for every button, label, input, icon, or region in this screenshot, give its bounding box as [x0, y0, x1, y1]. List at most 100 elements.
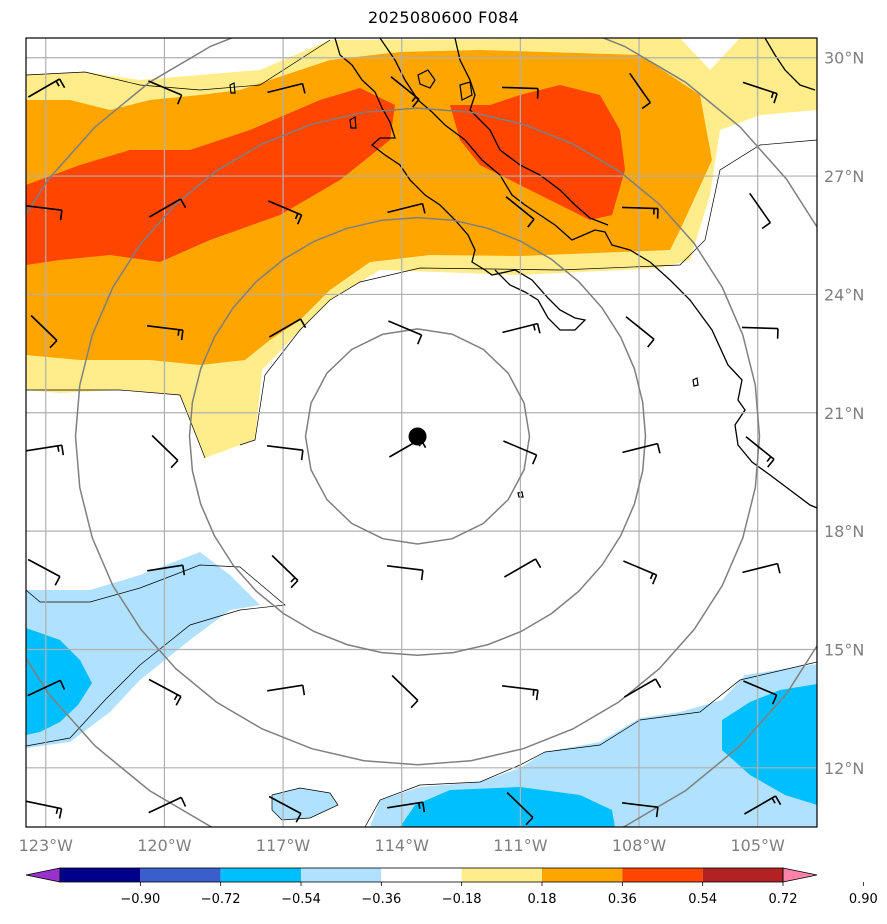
longitude-tick-label: 120°W [137, 836, 192, 855]
wind-barb [502, 322, 541, 334]
wind-barb [742, 81, 778, 104]
wind-barb [745, 436, 775, 468]
colorbar-tick-label: −0.18 [442, 892, 482, 907]
wind-barb [271, 554, 299, 589]
wind-barb [390, 76, 420, 108]
wind-barb [742, 562, 781, 574]
wind-barb [149, 198, 187, 218]
colorbar-box [702, 868, 783, 882]
wind-barb [26, 800, 63, 819]
colorbar-box [461, 868, 542, 882]
range-rings [26, 38, 817, 827]
range-ring [26, 38, 817, 827]
wind-barb [26, 205, 63, 221]
colorbar-tick-label: 0.54 [688, 892, 717, 907]
wind-barb [621, 206, 659, 219]
wind-barb [503, 440, 538, 465]
colorbar-tick-label: −0.72 [201, 892, 241, 907]
wind-barb [27, 558, 61, 586]
plot-area [26, 38, 817, 827]
contour-line [364, 661, 817, 827]
range-ring [74, 107, 761, 766]
wind-barb [622, 442, 661, 454]
wind-barb [501, 86, 539, 99]
wind-barb [387, 565, 424, 581]
island [692, 377, 699, 387]
latitude-tick-label: 21°N [824, 404, 864, 423]
colorbar-tick-label: −0.54 [281, 892, 321, 907]
wind-barb [147, 564, 186, 576]
wind-barb [30, 314, 58, 349]
colorbar-box [60, 868, 141, 882]
field-neg-0.18-small [272, 788, 338, 820]
wind-barb [28, 78, 66, 98]
plot-frame [25, 37, 818, 828]
wind-barb [749, 192, 771, 230]
longitude-tick-label: 108°W [612, 836, 667, 855]
latitude-tick-label: 12°N [824, 759, 864, 778]
wind-barb [505, 196, 535, 228]
wind-barb [741, 326, 779, 339]
colorbar-extend-right [782, 867, 818, 883]
wind-barb [504, 558, 542, 578]
range-ring [304, 328, 531, 545]
latitude-tick-label: 27°N [824, 167, 864, 186]
island [349, 115, 357, 129]
wind-barb [623, 560, 658, 585]
wind-barb [148, 796, 187, 814]
coastline-gulf-east [454, 38, 609, 226]
colorbar-labels: −0.90 −0.72 −0.54 −0.36 −0.18 0.18 0.36 0.54 0.7… [120, 882, 878, 907]
wind-barb [268, 795, 302, 823]
colorbar-box [301, 868, 382, 882]
island [229, 82, 236, 94]
colorbar-frame [59, 867, 784, 883]
colorbar-extend-left [25, 867, 61, 883]
island [459, 81, 473, 101]
field-0.54-to-0.72-east [450, 85, 625, 220]
field-neg-0.36-to-0.54-south [400, 787, 615, 827]
wind-barb [148, 80, 183, 105]
contour-line [26, 39, 331, 91]
wind-barb [387, 202, 426, 214]
latitude-tick-label: 15°N [824, 640, 864, 659]
wind-barb [624, 678, 662, 698]
contour-line [26, 564, 286, 747]
wind-barb [622, 802, 659, 818]
longitude-tick-label: 123°W [19, 836, 74, 855]
colorbar-box [220, 868, 301, 882]
wind-barb [26, 444, 65, 456]
wind-barb [267, 684, 306, 696]
latitude-labels: 30°N 27°N 24°N 21°N 18°N 15°N 12°N [824, 49, 864, 778]
wind-barbs [26, 72, 782, 826]
colorbar-tick-label: 0.90 [849, 892, 878, 907]
latitude-tick-label: 30°N [824, 49, 864, 68]
longitude-tick-label: 114°W [375, 836, 430, 855]
wind-barb [391, 674, 419, 709]
wind-barb [625, 316, 655, 348]
colorbar-tick-label: −0.36 [361, 892, 401, 907]
wind-barb [148, 678, 182, 706]
wind-barb [743, 680, 778, 705]
wind-barb [267, 82, 306, 94]
longitude-tick-label: 105°W [730, 836, 785, 855]
storm-center-marker [408, 427, 427, 446]
colorbar-tick-label: −0.90 [120, 892, 160, 907]
wind-barb [387, 801, 426, 813]
wind-barb [502, 685, 539, 701]
colorbar-box [542, 868, 623, 882]
wind-barb [388, 320, 423, 345]
colorbar-tick-label: 0.36 [608, 892, 637, 907]
wind-barb [151, 434, 179, 469]
coastline-mainland [379, 38, 817, 509]
wind-barb [267, 445, 304, 461]
colorbar-box [381, 868, 462, 882]
island [417, 69, 436, 89]
longitude-tick-label: 111°W [493, 836, 548, 855]
longitude-labels: 123°W 120°W 117°W 114°W 111°W 108°W 105°W [19, 836, 785, 855]
wind-barb [506, 791, 534, 826]
colorbar [25, 867, 818, 883]
wind-barb [268, 200, 303, 225]
latitude-tick-label: 18°N [824, 522, 864, 541]
wind-barb [744, 795, 782, 815]
